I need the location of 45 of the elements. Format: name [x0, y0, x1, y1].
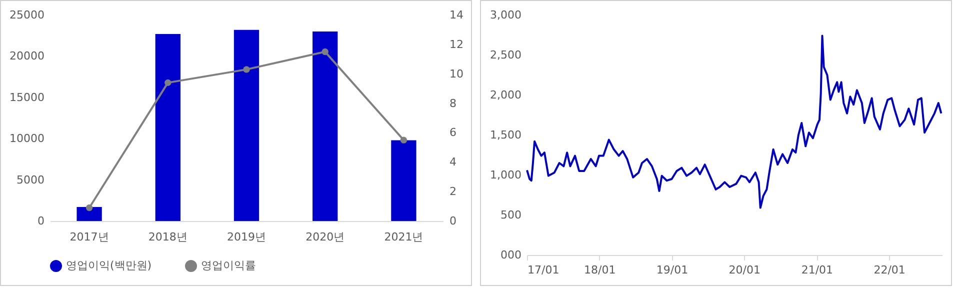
y-tick-label: 0	[38, 214, 44, 228]
y-tick-label: 3,000	[490, 8, 522, 22]
x-tick-label: 19/01	[656, 264, 688, 276]
line-series	[526, 34, 942, 209]
x-tick-label: 2019년	[227, 230, 266, 244]
x-tick-label: 22/01	[874, 264, 906, 276]
bar	[155, 34, 180, 221]
x-tick-label: 2021년	[384, 230, 424, 244]
point	[86, 204, 93, 212]
y-tick-label: 1,000	[490, 168, 522, 182]
x-tick-label: 17/01	[528, 264, 560, 276]
x-tick-label: 21/01	[801, 264, 834, 276]
bar	[312, 31, 338, 221]
point	[400, 136, 408, 144]
y-tick-label: 25000	[10, 8, 44, 22]
y-tick-label: 000	[500, 248, 522, 262]
bar	[76, 206, 102, 221]
y2-tick-label: 6	[450, 126, 456, 140]
y2-tick-label: 2	[450, 185, 456, 198]
x-tick-label: 20/01	[728, 264, 760, 276]
point	[322, 48, 328, 56]
y2-tick-label: 10	[450, 67, 464, 80]
x-tick-label: 18/01	[584, 264, 616, 276]
x-tick-label: 2017년	[70, 230, 109, 244]
x-tick-label: 2018년	[148, 230, 188, 244]
point	[164, 79, 172, 86]
y2-tick-label: 14	[450, 8, 464, 22]
y-tick-label: 10000	[10, 132, 44, 146]
bar	[391, 140, 416, 221]
legend-label: 영업이익(백만원)	[66, 259, 152, 272]
point	[243, 66, 250, 73]
y2-tick-label: 0	[450, 214, 456, 228]
y2-tick-label: 12	[450, 38, 464, 51]
y-tick-label: 20000	[10, 50, 44, 63]
y-tick-label: 500	[500, 208, 522, 222]
bar	[234, 30, 260, 221]
x-tick-label: 2020년	[306, 230, 345, 244]
y-tick-label: 2,500	[490, 48, 522, 62]
y-tick-label: 2,000	[490, 88, 522, 102]
y-tick-label: 1,500	[490, 128, 522, 142]
legend-label: 영업이익률	[201, 259, 256, 272]
y-tick-label: 5000	[16, 173, 44, 186]
y2-tick-label: 8	[450, 96, 456, 110]
y2-tick-label: 4	[450, 156, 456, 169]
y-tick-label: 15000	[10, 90, 44, 104]
